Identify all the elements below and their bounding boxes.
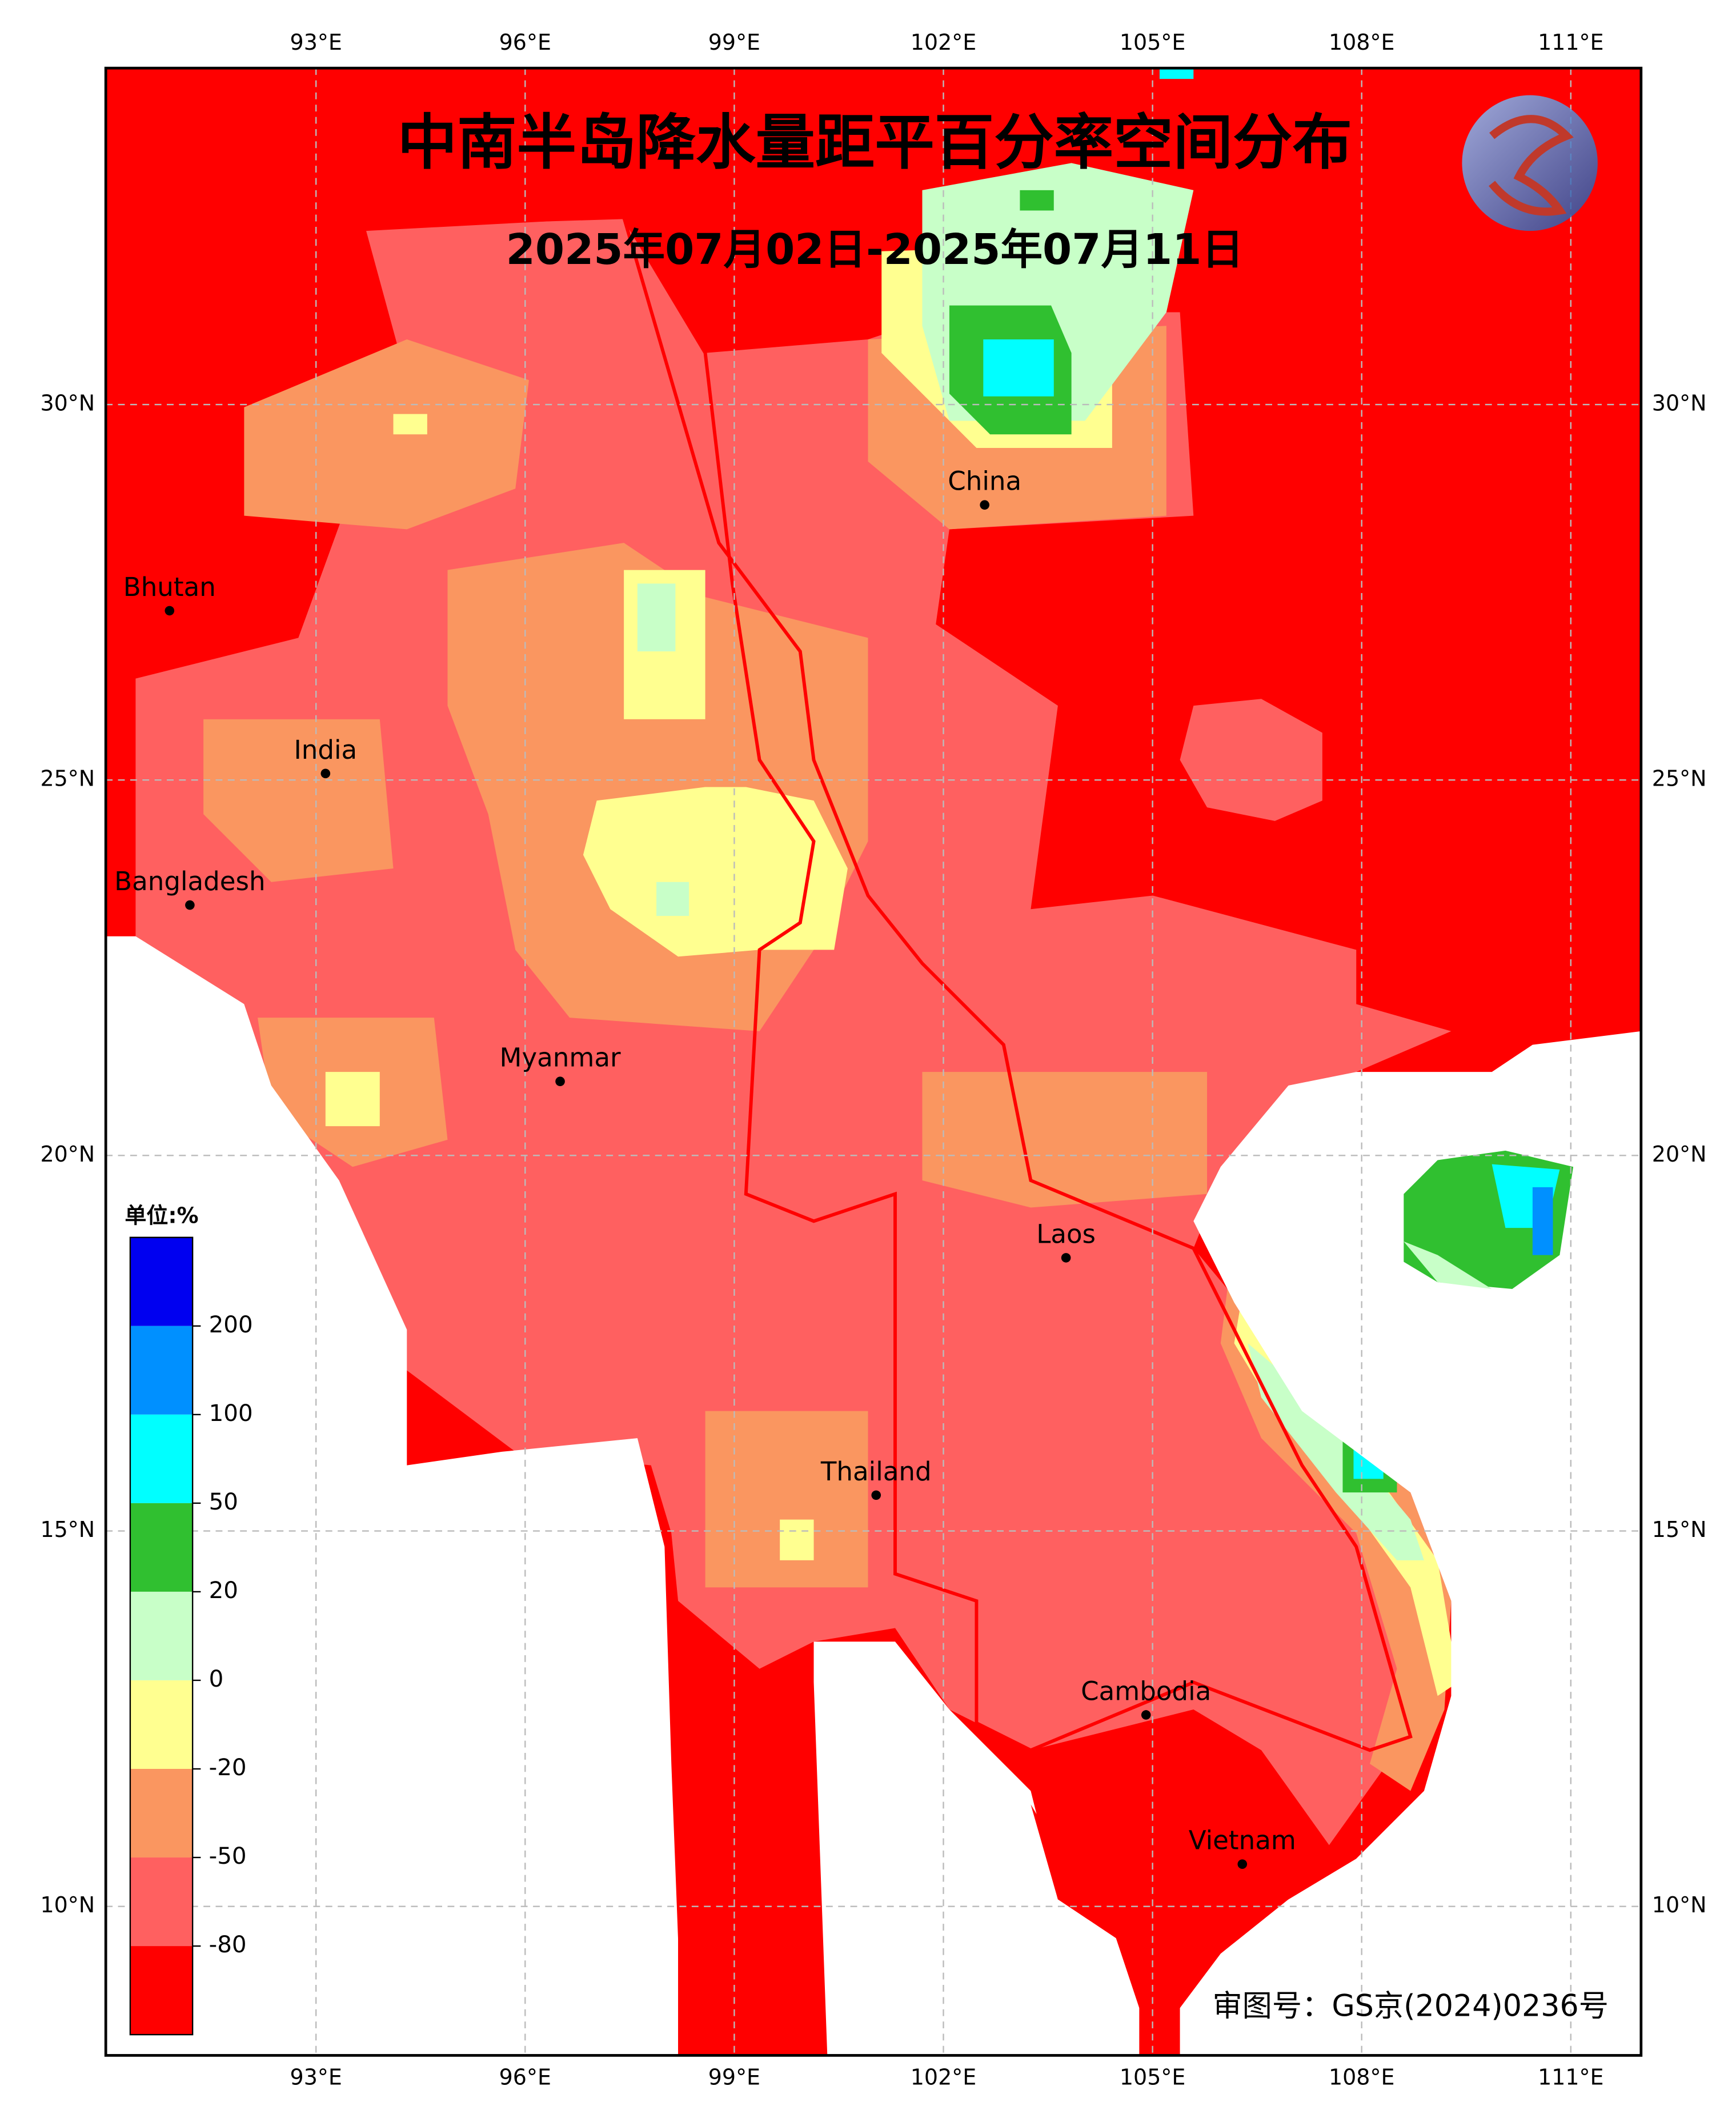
logo (1462, 95, 1598, 231)
legend-swatch (130, 1857, 193, 1947)
place-label: Bhutan (123, 572, 216, 602)
lon-tick-label: 93°E (290, 2064, 342, 2089)
subtitle: 2025年07月02日-2025年07月11日 (506, 226, 1244, 274)
lon-tick-label: 96°E (499, 30, 551, 55)
lon-tick-label: 111°E (1538, 30, 1603, 55)
place-label: Cambodia (1081, 1676, 1211, 1707)
legend-swatch (130, 1414, 193, 1503)
lon-tick-label: 96°E (499, 2064, 551, 2089)
legend-label: -20 (209, 1754, 247, 1781)
anomaly-field (393, 414, 427, 435)
place-dot (165, 606, 175, 616)
ocean (106, 936, 679, 2056)
anomaly-field (1020, 190, 1054, 211)
anomaly-field (705, 1411, 868, 1588)
place-label: China (948, 466, 1021, 497)
legend-unit: 单位:% (125, 1203, 198, 1228)
lon-tick-label: 108°E (1329, 30, 1394, 55)
legend-swatch (130, 1326, 193, 1415)
anomaly-field (203, 719, 394, 882)
lon-tick-label: 99°E (708, 2064, 760, 2089)
title: 中南半岛降水量距平百分率空间分布 (398, 108, 1352, 178)
approval-number: 审图号：GS京(2024)0236号 (1212, 1989, 1608, 2023)
map-frame (104, 66, 1643, 2057)
ocean (1180, 1031, 1641, 2056)
anomaly-field (1159, 68, 1194, 79)
place-dot (185, 900, 195, 910)
anomaly-field (678, 1682, 828, 2056)
place-dot (555, 1076, 565, 1087)
place-dot (1061, 1253, 1071, 1263)
ocean (813, 1641, 1140, 2056)
legend-frame (129, 1236, 194, 2036)
anomaly-field (325, 1072, 380, 1127)
place-dot (320, 768, 331, 779)
anomaly-field (983, 339, 1054, 397)
legend-swatch (130, 1503, 193, 1592)
anomaly-field (583, 787, 848, 957)
lon-tick-label: 105°E (1120, 30, 1185, 55)
legend-swatch (130, 1680, 193, 1769)
lat-tick-label: 10°N (40, 1892, 95, 1917)
legend-label: 200 (209, 1311, 253, 1338)
lat-tick-label: 30°N (1652, 391, 1707, 416)
lat-tick-label: 20°N (1652, 1142, 1707, 1167)
anomaly-field (1532, 1187, 1553, 1255)
lat-tick-label: 25°N (40, 766, 95, 791)
lon-tick-label: 93°E (290, 30, 342, 55)
place-dot (871, 1490, 881, 1500)
lon-tick-label: 102°E (911, 30, 976, 55)
legend-label: -50 (209, 1843, 247, 1869)
place-dot (1237, 1859, 1248, 1869)
legend-label: 50 (209, 1488, 238, 1515)
place-dot (1141, 1710, 1151, 1720)
anomaly-field (1404, 1241, 1492, 1289)
place-label: Myanmar (500, 1043, 621, 1073)
anomaly-field (637, 583, 676, 652)
lat-tick-label: 25°N (1652, 766, 1707, 791)
place-label: Bangladesh (114, 866, 265, 896)
place-dot (980, 500, 989, 510)
lon-tick-label: 102°E (911, 2064, 976, 2089)
place-label: Laos (1036, 1219, 1096, 1249)
anomaly-field (780, 1519, 814, 1560)
anomaly-field (922, 1072, 1208, 1208)
legend-swatch (130, 1946, 193, 2035)
lon-tick-label: 99°E (708, 30, 760, 55)
lon-tick-label: 111°E (1538, 2064, 1603, 2089)
place-label: Thailand (820, 1456, 932, 1487)
legend-label: -80 (209, 1931, 247, 1958)
lon-tick-label: 105°E (1120, 2064, 1185, 2089)
anomaly-field (1248, 1343, 1424, 1560)
legend-label: 0 (209, 1665, 224, 1692)
legend-label: 20 (209, 1577, 238, 1604)
lat-tick-label: 10°N (1652, 1892, 1707, 1917)
lat-tick-label: 30°N (40, 391, 95, 416)
place-label: India (294, 735, 357, 765)
legend-swatch (130, 1768, 193, 1858)
lat-tick-label: 20°N (40, 1142, 95, 1167)
lon-tick-label: 108°E (1329, 2064, 1394, 2089)
anomaly-field (656, 882, 689, 916)
boundary-line (407, 215, 1413, 1752)
place-label: Vietnam (1189, 1825, 1296, 1856)
lat-tick-label: 15°N (40, 1517, 95, 1542)
lat-tick-label: 15°N (1652, 1517, 1707, 1542)
legend-swatch (130, 1591, 193, 1680)
legend-label: 100 (209, 1400, 253, 1427)
legend-swatch (130, 1237, 193, 1326)
anomaly-field (1180, 699, 1322, 821)
map (106, 68, 1641, 2056)
